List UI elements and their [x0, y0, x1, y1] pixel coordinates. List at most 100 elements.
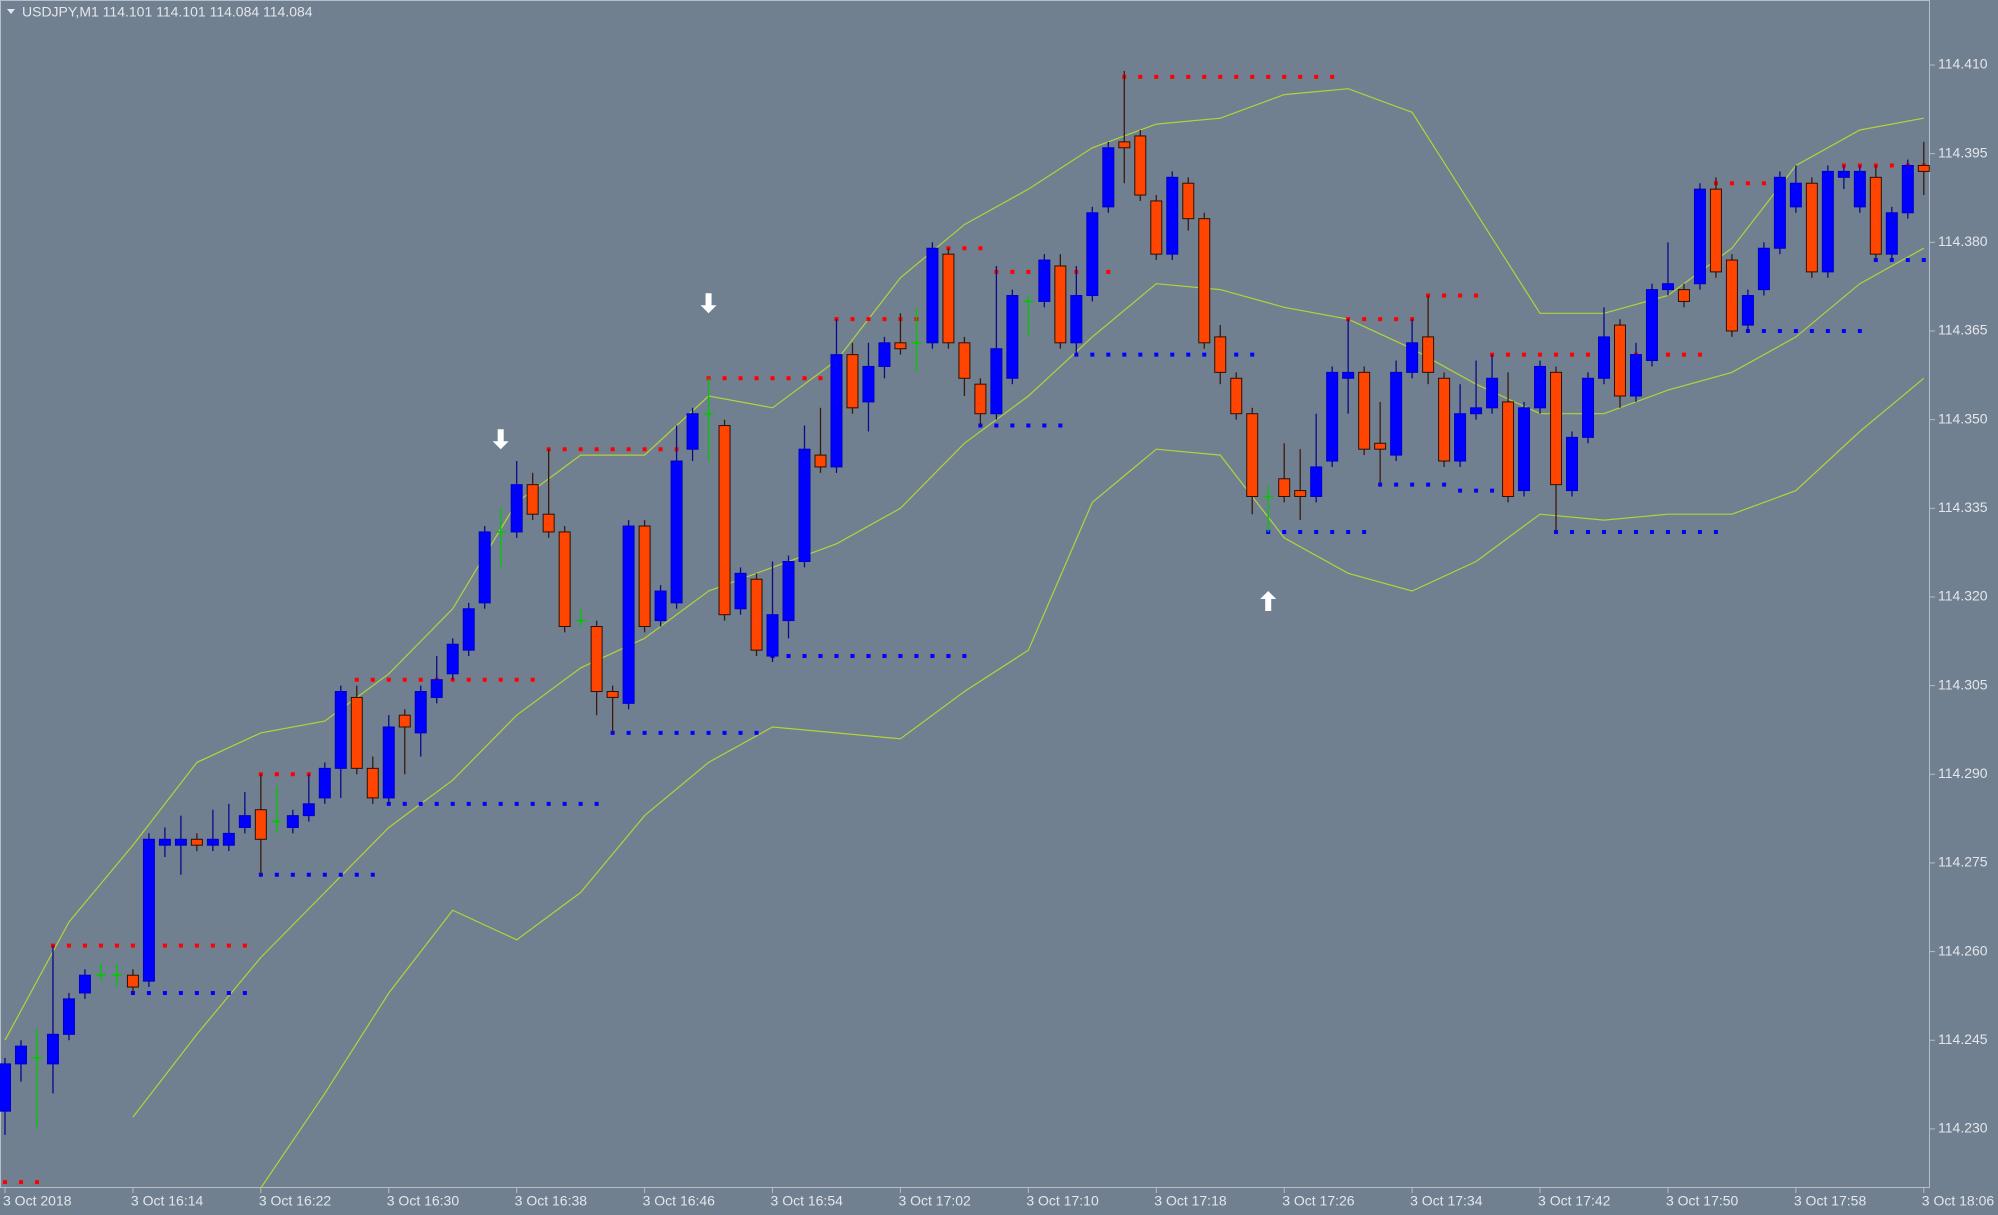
candle-body: [1070, 295, 1083, 344]
x-tick-label: 3 Oct 17:10: [1026, 1193, 1099, 1209]
plot-frame: [0, 0, 1930, 1188]
candle-body: [1038, 259, 1051, 302]
candle-body: [1677, 289, 1690, 302]
candle-body: [1741, 295, 1754, 326]
candle-body: [334, 691, 347, 769]
candle-body: [1326, 371, 1339, 462]
candle-body: [1198, 218, 1211, 344]
candle-body: [222, 832, 235, 846]
candle-body: [1214, 336, 1227, 373]
candle-body: [1374, 442, 1387, 450]
candle-body: [190, 838, 203, 846]
candle-body: [1502, 401, 1515, 497]
candle-body: [1310, 466, 1323, 497]
candle-body: [1805, 182, 1818, 273]
candle-body: [1534, 365, 1547, 409]
candle-body: [862, 365, 875, 403]
candle-body: [174, 838, 187, 846]
candle-body: [1821, 170, 1834, 273]
y-tick-label: 114.275: [1938, 854, 1988, 870]
candle-body: [1613, 324, 1626, 397]
x-tick-label: 3 Oct 16:46: [643, 1193, 716, 1209]
candle-body: [1885, 212, 1898, 255]
signal-arrow: [700, 293, 717, 314]
candle-body: [1406, 342, 1419, 373]
candle-body: [302, 803, 315, 817]
candle-body: [78, 974, 91, 994]
candle-body: [798, 448, 811, 562]
candle-body: [590, 626, 603, 693]
x-tick-label: 3 Oct 17:18: [1154, 1193, 1227, 1209]
candle-body: [686, 413, 699, 450]
candle-body: [1358, 371, 1371, 450]
candle-body: [1901, 164, 1914, 214]
candle-body: [1661, 283, 1674, 291]
candle-body: [1438, 377, 1451, 462]
y-tick-label: 114.305: [1938, 676, 1988, 692]
candle-body: [622, 525, 635, 704]
menu-triangle[interactable]: [7, 9, 15, 14]
y-tick-label: 114.230: [1938, 1120, 1988, 1136]
candle-body: [1006, 295, 1019, 379]
candle-body: [1054, 265, 1067, 344]
candle-body: [398, 714, 411, 728]
candle-body: [1102, 147, 1115, 208]
x-tick-label: 3 Oct 18:06: [1922, 1193, 1995, 1209]
candle-body: [1166, 176, 1179, 255]
candle-body: [1645, 289, 1658, 362]
candle-body: [926, 247, 939, 344]
y-tick-label: 114.335: [1938, 499, 1988, 515]
x-tick-label: 3 Oct 16:30: [387, 1193, 460, 1209]
candle-body: [1342, 371, 1355, 379]
x-tick-label: 3 Oct 16:54: [771, 1193, 844, 1209]
y-tick-label: 114.380: [1938, 233, 1988, 249]
candle-body: [350, 696, 363, 769]
candle-body: [1869, 176, 1882, 255]
candle-body: [1486, 377, 1499, 409]
candle-body: [958, 342, 971, 379]
y-tick-label: 114.395: [1938, 144, 1988, 160]
candle-body: [1518, 407, 1531, 492]
candle-body: [974, 383, 987, 415]
y-tick-label: 114.410: [1938, 56, 1988, 72]
candle-body: [1454, 413, 1467, 462]
x-tick-label: 3 Oct 17:58: [1794, 1193, 1867, 1209]
candle-body: [638, 525, 651, 628]
band-middle: [132, 247, 1925, 1118]
band-lower: [260, 377, 1925, 1189]
candle-body: [942, 253, 955, 344]
candle-body: [718, 425, 731, 616]
candle-body: [430, 679, 443, 698]
candle-body: [318, 767, 331, 799]
x-tick-label: 3 Oct 2018: [3, 1193, 72, 1209]
y-tick-label: 114.350: [1938, 410, 1988, 426]
x-tick-label: 3 Oct 17:50: [1666, 1193, 1739, 1209]
candle-body: [478, 531, 491, 604]
candle-body: [1134, 135, 1147, 196]
candle-body: [1566, 436, 1579, 492]
candle-body: [1294, 490, 1307, 497]
y-tick-label: 114.245: [1938, 1031, 1988, 1047]
candle-body: [1422, 336, 1435, 373]
x-tick-label: 3 Oct 17:34: [1410, 1193, 1483, 1209]
candle-body: [1118, 141, 1131, 149]
y-tick-label: 114.320: [1938, 588, 1988, 604]
candle-body: [366, 767, 379, 799]
candle-body: [462, 608, 475, 651]
candle-body: [1550, 371, 1563, 486]
candle-body: [1582, 377, 1595, 438]
x-tick-label: 3 Oct 16:38: [515, 1193, 588, 1209]
x-tick-label: 3 Oct 17:26: [1282, 1193, 1355, 1209]
candle-body: [1470, 407, 1483, 415]
candle-body: [830, 354, 843, 468]
candle-body: [1150, 200, 1163, 255]
y-tick-label: 114.365: [1938, 322, 1988, 338]
signal-arrow: [1260, 591, 1277, 612]
candle-body: [782, 560, 795, 622]
candle-body: [542, 513, 555, 533]
candle-body: [1246, 413, 1259, 497]
candle-body: [1230, 377, 1243, 415]
candle-body: [1086, 212, 1099, 297]
candle-body: [1629, 354, 1642, 397]
